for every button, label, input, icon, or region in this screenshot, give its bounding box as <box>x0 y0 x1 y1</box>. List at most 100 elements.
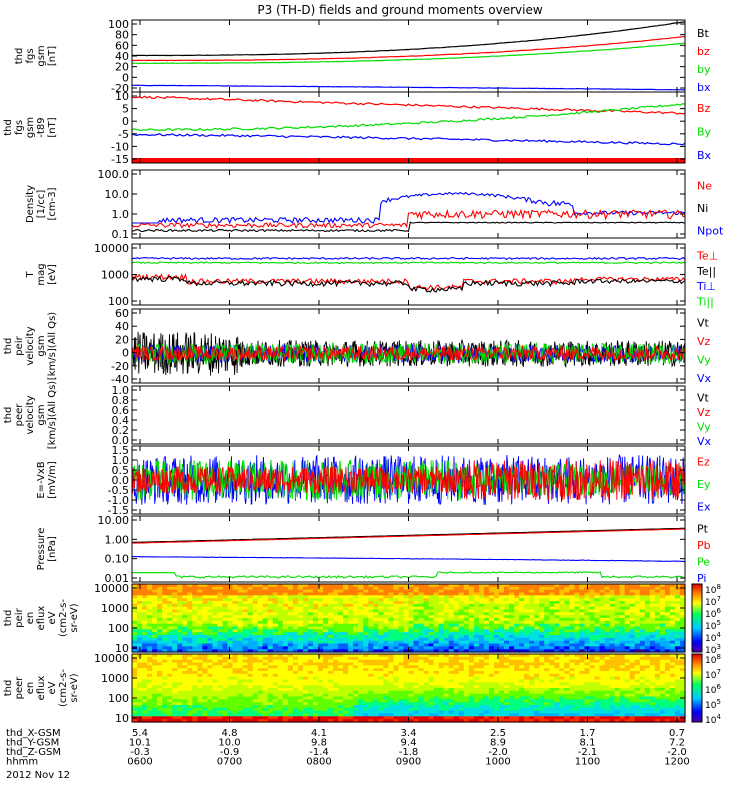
heatmap-cell <box>277 659 284 664</box>
heatmap-cell <box>559 609 565 613</box>
heatmap-cell <box>443 635 450 639</box>
series-Bt <box>131 21 686 57</box>
heatmap-cell <box>559 603 565 608</box>
heatmap-cell <box>579 618 585 622</box>
heatmap-cell <box>267 592 274 596</box>
heatmap-cell <box>408 710 415 715</box>
heatmap-cell <box>644 589 651 594</box>
heatmap-cell <box>383 603 389 608</box>
heatmap-cell <box>338 635 344 639</box>
heatmap-cell <box>262 612 269 616</box>
heatmap-cell <box>383 595 389 599</box>
heatmap-cell <box>413 668 420 672</box>
heatmap-cell <box>539 612 545 616</box>
heatmap-cell <box>277 586 284 591</box>
heatmap-cell <box>509 640 515 645</box>
heatmap-cell <box>142 668 148 672</box>
heatmap-cell <box>167 592 173 596</box>
heatmap-cell <box>308 632 314 636</box>
heatmap-cell <box>358 719 364 723</box>
heatmap-cell <box>574 629 580 633</box>
heatmap-cell <box>604 649 611 653</box>
heatmap-cell <box>212 656 218 661</box>
heatmap-cell <box>217 598 224 602</box>
heatmap-cell <box>443 623 450 628</box>
heatmap-cell <box>172 696 178 700</box>
heatmap-cell <box>604 595 611 599</box>
heatmap-cell <box>227 609 234 613</box>
heatmap-cell <box>514 685 520 689</box>
heatmap-cell <box>308 705 314 709</box>
heatmap-cell <box>504 656 510 661</box>
heatmap-cell <box>132 632 138 636</box>
heatmap-cell <box>664 601 671 605</box>
heatmap-cell <box>328 595 334 599</box>
heatmap-cell <box>494 679 500 683</box>
heatmap-cell <box>257 696 264 700</box>
heatmap-cell <box>157 586 163 591</box>
heatmap-cell <box>167 662 173 666</box>
heatmap-cell <box>152 716 158 720</box>
heatmap-cell <box>544 601 550 605</box>
heatmap-cell <box>287 662 294 666</box>
heatmap-cell <box>378 606 384 611</box>
heatmap-cell <box>378 623 384 628</box>
heatmap-cell <box>524 679 530 683</box>
heatmap-cell <box>333 635 339 639</box>
heatmap-cell <box>423 679 430 683</box>
heatmap-cell <box>272 673 279 678</box>
legend-label: Vz <box>697 335 711 348</box>
heatmap-cell <box>519 649 525 653</box>
heatmap-cell <box>172 676 178 681</box>
heatmap-cell <box>222 665 229 669</box>
heatmap-cell <box>132 688 138 692</box>
heatmap-cell <box>313 643 319 647</box>
heatmap-cell <box>252 637 259 642</box>
heatmap-cell <box>428 629 435 633</box>
heatmap-cell <box>308 643 314 647</box>
heatmap-cell <box>358 603 364 608</box>
heatmap-cell <box>483 595 490 599</box>
heatmap-cell <box>237 612 244 616</box>
heatmap-cell <box>529 646 535 650</box>
heatmap-cell <box>534 598 540 602</box>
heatmap-cell <box>534 623 540 628</box>
heatmap-cell <box>594 592 601 596</box>
heatmap-cell <box>483 690 490 695</box>
y-tick-label: 1.00 <box>105 533 130 546</box>
heatmap-cell <box>624 629 631 633</box>
heatmap-cell <box>333 589 339 594</box>
heatmap-cell <box>187 676 193 681</box>
heatmap-cell <box>162 705 168 709</box>
heatmap-cell <box>388 629 394 633</box>
heatmap-cell <box>297 637 304 642</box>
heatmap-cell <box>443 632 450 636</box>
y-tick-label: 1000 <box>101 269 129 282</box>
heatmap-cell <box>348 710 354 715</box>
heatmap-cell <box>433 637 440 642</box>
heatmap-cell <box>247 690 254 695</box>
heatmap-cell <box>408 668 415 672</box>
heatmap-cell <box>172 598 178 602</box>
heatmap-cell <box>499 632 505 636</box>
heatmap-cell <box>418 690 425 695</box>
heatmap-cell <box>207 688 213 692</box>
heatmap-cell <box>383 696 389 700</box>
heatmap-cell <box>222 673 229 678</box>
heatmap-cell <box>172 673 178 678</box>
heatmap-cell <box>373 688 379 692</box>
heatmap-cell <box>323 688 329 692</box>
heatmap-cell <box>257 595 264 599</box>
heatmap-cell <box>157 719 163 723</box>
heatmap-cell <box>222 649 229 653</box>
heatmap-cell <box>282 603 289 608</box>
heatmap-cell <box>368 693 374 698</box>
heatmap-cell <box>453 690 460 695</box>
heatmap-cell <box>494 659 500 664</box>
heatmap-cell <box>157 682 163 686</box>
heatmap-cell <box>629 646 636 650</box>
heatmap-cell <box>413 637 420 642</box>
heatmap-cell <box>534 635 540 639</box>
heatmap-cell <box>529 690 535 695</box>
heatmap-cell <box>257 601 264 605</box>
